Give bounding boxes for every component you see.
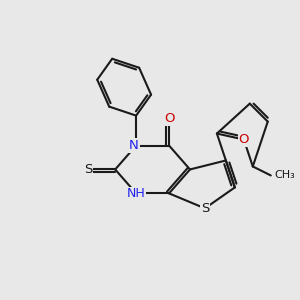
Text: O: O — [164, 112, 174, 125]
Text: N: N — [129, 139, 139, 152]
Text: O: O — [238, 133, 249, 146]
Text: S: S — [84, 163, 92, 176]
Text: NH: NH — [127, 188, 146, 200]
Text: S: S — [201, 202, 209, 215]
Text: CH₃: CH₃ — [274, 170, 295, 180]
